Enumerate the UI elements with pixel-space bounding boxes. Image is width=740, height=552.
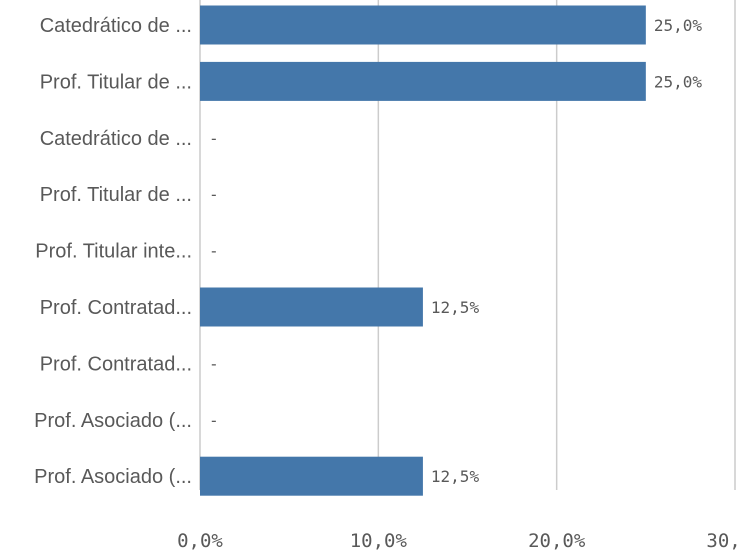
category-label: Prof. Asociado (... [34,466,192,488]
bar [200,287,423,327]
x-tick-label: 0,0% [177,530,223,552]
category-label: Prof. Asociado (... [34,410,192,432]
labels: 0,0% 10,0% 20,0% 30,0% Catedrático de ... 25,… [34,15,740,552]
category-label: Prof. Titular de ... [40,71,192,93]
data-label: 25,0% [654,72,703,91]
data-label: 12,5% [431,467,480,486]
data-label: - [209,242,219,261]
x-tick-label: 10,0% [350,530,408,552]
category-label: Prof. Titular inte... [35,241,192,263]
data-label: - [209,129,219,148]
category-label: Prof. Contratad... [40,297,192,319]
x-tick-label: 30,0% [706,530,740,552]
bar [200,61,646,101]
data-label: - [209,185,219,204]
data-label: - [209,411,219,430]
bar [200,456,423,496]
category-label: Prof. Contratad... [40,353,192,375]
x-tick-label: 20,0% [528,530,586,552]
category-label: Prof. Titular de ... [40,184,192,206]
data-label: 12,5% [431,298,480,317]
bar [200,5,646,45]
data-label: 25,0% [654,16,703,35]
category-label: Catedrático de ... [40,15,192,37]
category-label: Catedrático de ... [40,128,192,150]
bars [200,5,646,496]
data-label: - [209,354,219,373]
